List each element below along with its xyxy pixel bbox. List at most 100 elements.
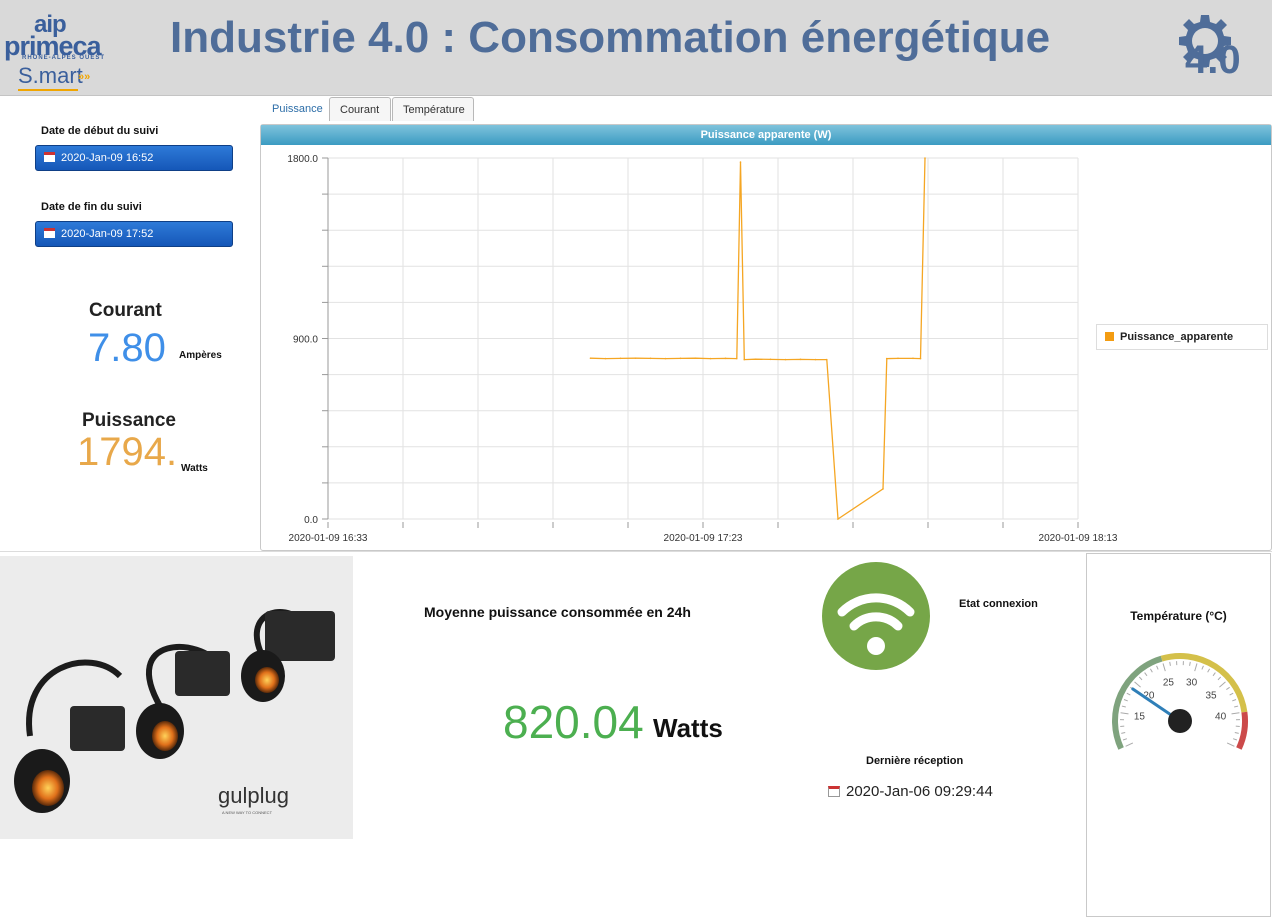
top-strip — [0, 0, 1272, 3]
data-point — [814, 358, 817, 361]
data-point — [604, 357, 607, 360]
gauge-band-hot — [1236, 711, 1248, 750]
gauge-tick — [1217, 676, 1222, 681]
data-point — [837, 518, 839, 520]
page-title: Industrie 4.0 : Consommation énergétique — [170, 13, 1051, 62]
average-title: Moyenne puissance consommée en 24h — [424, 604, 691, 620]
gauge-tick — [1194, 663, 1198, 672]
y-tick-label: 1800.0 — [287, 154, 318, 165]
last-reception-label: Dernière réception — [866, 755, 964, 767]
data-point — [825, 358, 828, 361]
gauge-tick — [1120, 712, 1129, 715]
start-date-picker[interactable]: 2020-Jan-09 16:52 — [35, 145, 233, 171]
tab-puissance[interactable]: Puissance — [272, 103, 323, 115]
average-value: 820.04 — [503, 696, 644, 748]
logo-underline — [18, 89, 78, 91]
data-point — [709, 357, 712, 360]
data-point — [784, 358, 787, 361]
last-reception-value: 2020-Jan-06 09:29:44 — [828, 783, 993, 800]
power-chart-panel: Puissance apparente (W) 1800.0 900.0 0.0 20… — [260, 124, 1272, 551]
data-point — [649, 357, 652, 360]
calendar-icon — [828, 786, 840, 797]
aip-primeca-logo: aip primeca RHONE-ALPES OUEST S.mart »» — [4, 11, 114, 91]
data-point — [694, 357, 697, 359]
data-point — [799, 358, 802, 361]
data-point — [885, 357, 888, 360]
connection-status-label: Etat connexion — [959, 598, 1038, 610]
gauge-tick — [1207, 668, 1211, 673]
data-point — [739, 161, 742, 163]
gauge-tick — [1234, 732, 1239, 734]
gauge-tick-label: 25 — [1163, 678, 1175, 689]
gauge-tick — [1234, 705, 1239, 708]
gauge-tick — [1126, 692, 1131, 696]
temperature-title: Température (°C) — [1130, 609, 1227, 623]
gauge-tick — [1229, 692, 1234, 696]
logo-line2: primeca — [4, 31, 102, 61]
gauge-tick — [1134, 681, 1141, 688]
power-value: 1794. — [77, 430, 178, 474]
gauge-tick-label: 20 — [1143, 690, 1155, 701]
chart-legend: Puissance_apparente — [1096, 324, 1268, 350]
tab-courant[interactable]: Courant — [329, 97, 391, 121]
wifi-connected-icon — [822, 562, 930, 670]
gauge-hub — [1168, 709, 1192, 733]
gauge-tick-label: 40 — [1215, 711, 1227, 722]
temperature-gauge: 15 20 25 30 35 40 — [1112, 653, 1248, 750]
legend-label: Puissance_apparente — [1120, 331, 1234, 343]
data-point — [897, 357, 899, 360]
start-date-label: Date de début du suivi — [41, 125, 159, 137]
data-point — [724, 357, 727, 360]
power-unit: Watts — [181, 463, 208, 474]
data-point — [664, 357, 667, 360]
left-panel: Date de début du suivi 2020-Jan-09 16:52… — [0, 96, 258, 551]
end-date-label: Date de fin du suivi — [41, 201, 142, 213]
gauge-tick — [1219, 681, 1226, 688]
gauge-tick — [1212, 672, 1216, 677]
gauge-tick — [1232, 738, 1238, 741]
logo-line3: RHONE-ALPES OUEST — [22, 55, 106, 61]
brand-name: gulplug — [218, 783, 289, 808]
end-date-picker[interactable]: 2020-Jan-09 17:52 — [35, 221, 233, 247]
gauge-tick — [1169, 661, 1171, 666]
gauge-band-cool — [1112, 655, 1163, 750]
power-line-chart: 1800.0 900.0 0.0 2020-01-09 16:33 2020-01-09… — [287, 154, 1118, 544]
data-point — [743, 358, 746, 361]
gauge-tick — [1201, 665, 1204, 670]
gauge-tick — [1149, 668, 1153, 673]
x-tick-label: 2020-01-09 16:33 — [289, 533, 368, 544]
data-point — [769, 358, 772, 361]
calendar-icon — [44, 228, 55, 238]
gauge-tick — [1121, 732, 1126, 734]
header-bar: aip primeca RHONE-ALPES OUEST S.mart »» … — [0, 3, 1272, 96]
svg-text:4.0: 4.0 — [1185, 38, 1241, 82]
power-label: Puissance — [82, 410, 176, 431]
data-point — [679, 357, 682, 360]
section-divider — [0, 551, 1272, 552]
data-point — [919, 357, 922, 360]
gauge-tick — [1226, 686, 1230, 690]
gauge-tick — [1226, 742, 1235, 747]
end-date-value: 2020-Jan-09 17:52 — [61, 228, 154, 240]
gauge-tick — [1123, 699, 1128, 702]
gauge-tick — [1144, 672, 1148, 677]
chart-title: Puissance apparente (W) — [261, 125, 1271, 145]
gauge-tick — [1138, 676, 1143, 681]
current-label: Courant — [89, 300, 162, 321]
data-point — [924, 157, 926, 159]
data-point — [634, 357, 637, 359]
temperature-panel: Température (°C) 15 20 25 30 35 40 — [1086, 553, 1271, 917]
gauge-tick — [1125, 742, 1134, 747]
legend-swatch — [1105, 332, 1114, 341]
logo-arrows-icon: »» — [78, 71, 91, 83]
brand-tagline: A NEW WAY TO CONNECT — [222, 810, 273, 815]
last-reception-date: 2020-Jan-06 09:29:44 — [846, 783, 993, 800]
data-point — [735, 357, 738, 360]
gauge-tick — [1232, 699, 1237, 702]
series-line-Puissance_apparente — [590, 157, 926, 521]
y-tick-label: 900.0 — [293, 335, 318, 346]
y-tick-label: 0.0 — [304, 515, 318, 526]
average-unit: Watts — [653, 713, 723, 743]
data-point — [882, 488, 884, 490]
tab-temperature[interactable]: Température — [392, 97, 474, 121]
